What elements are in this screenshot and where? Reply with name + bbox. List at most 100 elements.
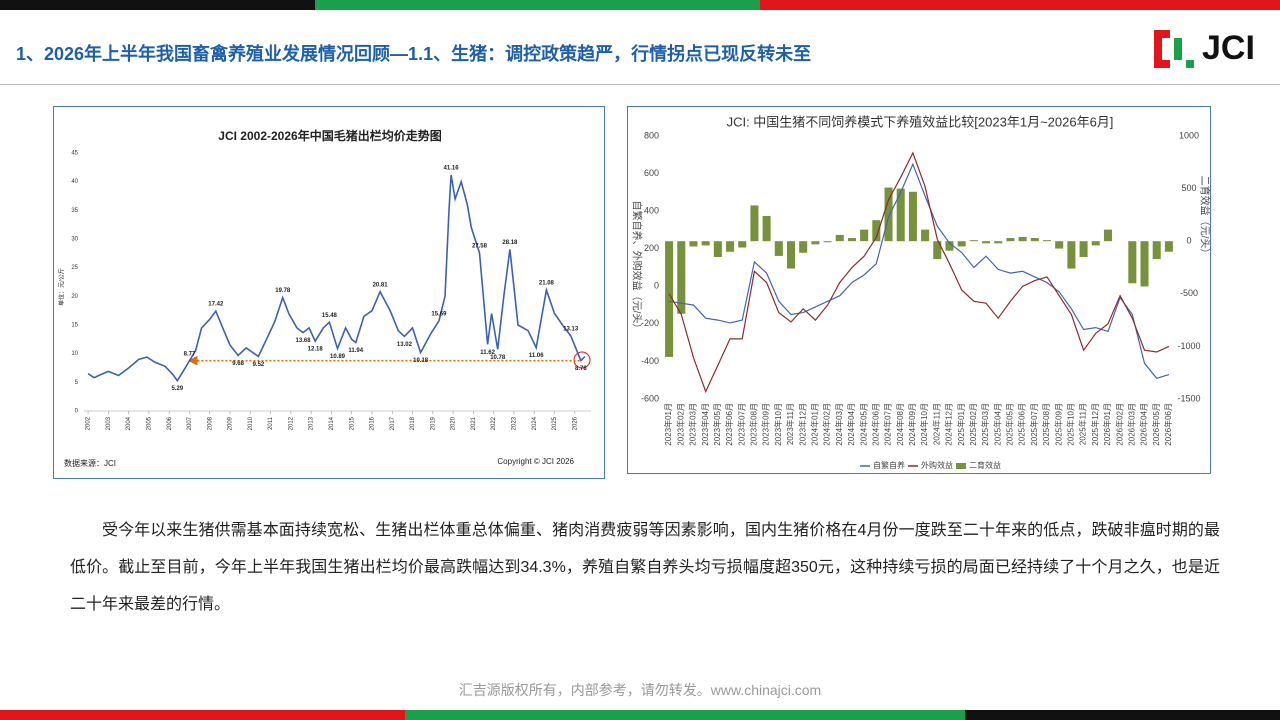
bar	[921, 229, 930, 242]
logo: JCI	[1154, 29, 1255, 68]
x-tick-label: 2023年10月	[773, 403, 783, 446]
bar	[774, 241, 783, 256]
chart-title: JCI 2002-2026年中国毛猪出栏均价走势图	[218, 128, 441, 143]
x-tick-label: 2024年05月	[858, 403, 868, 446]
x-tick-label: 2021	[471, 416, 477, 430]
y2-tick-label: -1000	[1177, 341, 1200, 351]
y-tick-label: 0	[75, 409, 79, 415]
bar	[1079, 241, 1088, 257]
bar	[957, 241, 966, 247]
x-tick-label: 2012	[288, 416, 294, 430]
y-axis-label: 单位：元/公斤	[58, 268, 66, 306]
data-label: 11.62	[480, 350, 495, 356]
bar	[1140, 241, 1149, 287]
x-tick-label: 2025年12月	[1090, 403, 1100, 446]
y2-tick-label: -1500	[1177, 393, 1200, 403]
bar	[896, 188, 905, 242]
x-tick-label: 2023年05月	[712, 403, 722, 446]
data-label: 11.94	[348, 348, 363, 354]
x-tick-label: 2026年02月	[1114, 403, 1124, 446]
y-tick-label: 20	[71, 294, 78, 300]
x-tick-label: 2024年08月	[895, 403, 905, 446]
x-tick-label: 2025年04月	[992, 403, 1002, 446]
y2-tick-label: 500	[1181, 183, 1196, 193]
data-label: 10.78	[490, 355, 506, 361]
x-tick-label: 2024年06月	[870, 403, 880, 446]
data-label: 11.06	[529, 353, 544, 359]
data-label: 21.08	[539, 281, 555, 287]
legend-label: 外购效益	[921, 460, 953, 470]
x-tick-label: 2023	[512, 416, 518, 430]
slide-title: 1、2026年上半年我国畜禽养殖业发展情况回顾—1.1、生猪：调控政策趋严，行情…	[16, 44, 812, 64]
logo-bracket-red	[1154, 30, 1170, 68]
y-tick-label: 40	[71, 179, 78, 185]
x-tick-label: 2011	[268, 416, 274, 430]
x-tick-label: 2009	[228, 416, 234, 430]
bar	[1152, 241, 1161, 260]
x-tick-label: 2024年11月	[931, 403, 941, 445]
bar	[726, 241, 735, 252]
x-tick-label: 2026年04月	[1139, 403, 1149, 446]
data-label: 13.68	[296, 338, 312, 344]
y-tick-label: 400	[644, 206, 659, 216]
x-tick-label: 2014	[329, 416, 335, 430]
x-tick-label: 2024年12月	[944, 403, 954, 446]
bar	[994, 241, 1003, 244]
bar	[1091, 241, 1100, 246]
bottom-bar-red	[0, 710, 405, 720]
bar	[1006, 238, 1015, 242]
price-line	[87, 174, 586, 383]
x-tick-label: 2025年05月	[1005, 403, 1015, 446]
logo-text: JCI	[1202, 29, 1255, 67]
y2-tick-label: 0	[1186, 236, 1191, 246]
top-bar-green	[315, 0, 760, 10]
x-tick-label: 2025年09月	[1053, 403, 1063, 446]
x-tick-label: 2024年04月	[846, 403, 856, 446]
bar	[982, 241, 991, 244]
y2-tick-label: -500	[1180, 288, 1198, 298]
x-tick-label: 2005	[146, 416, 152, 430]
data-label: 13.13	[563, 326, 579, 332]
x-tick-label: 2017	[390, 416, 396, 430]
x-tick-label: 2004	[126, 416, 132, 430]
x-tick-label: 2003	[106, 416, 112, 430]
top-bar-red	[760, 0, 1280, 10]
bottom-bar-black	[965, 710, 1280, 720]
footer: 汇吉源版权所有，内部参考，请勿转发。www.chinajci.com	[458, 682, 822, 698]
header-rule	[0, 84, 1280, 85]
x-tick-label: 2007	[187, 416, 193, 430]
y-tick-label: 15	[71, 323, 78, 329]
bottom-bar-green	[405, 710, 965, 720]
x-tick-label: 2024年02月	[822, 403, 832, 446]
y-tick-label: 25	[71, 265, 78, 271]
bar	[1128, 241, 1137, 284]
data-label: 19.78	[275, 288, 291, 294]
x-tick-label: 2025年01月	[956, 403, 966, 446]
y-tick-label: 30	[71, 237, 78, 243]
legend-label: 二育效益	[969, 460, 1001, 470]
data-label: 15.48	[322, 313, 338, 319]
y-tick-label: -600	[641, 393, 659, 403]
data-label: 15.69	[431, 312, 447, 318]
x-tick-label: 2006	[167, 416, 173, 430]
x-tick-label: 2013	[309, 416, 315, 430]
y-tick-label: -400	[641, 356, 659, 366]
bar	[872, 220, 881, 242]
bar	[762, 215, 771, 242]
y-tick-label: 35	[71, 208, 78, 214]
x-tick-label: 2018	[410, 416, 416, 430]
x-tick-label: 2023年02月	[675, 403, 685, 446]
bar	[884, 187, 893, 242]
bar	[701, 241, 710, 246]
x-tick-label: 2025年02月	[968, 403, 978, 446]
x-tick-label: 2023年06月	[724, 403, 734, 446]
bar	[1042, 240, 1052, 242]
data-label: 10.89	[330, 354, 346, 360]
bar	[1103, 229, 1112, 242]
x-tick-label: 2024	[532, 416, 538, 430]
y-tick-label: 0	[654, 281, 659, 291]
data-label: 9.68	[232, 361, 244, 367]
data-label: 10.18	[413, 358, 429, 364]
line	[668, 151, 1170, 394]
data-label: 41.16	[444, 166, 460, 172]
